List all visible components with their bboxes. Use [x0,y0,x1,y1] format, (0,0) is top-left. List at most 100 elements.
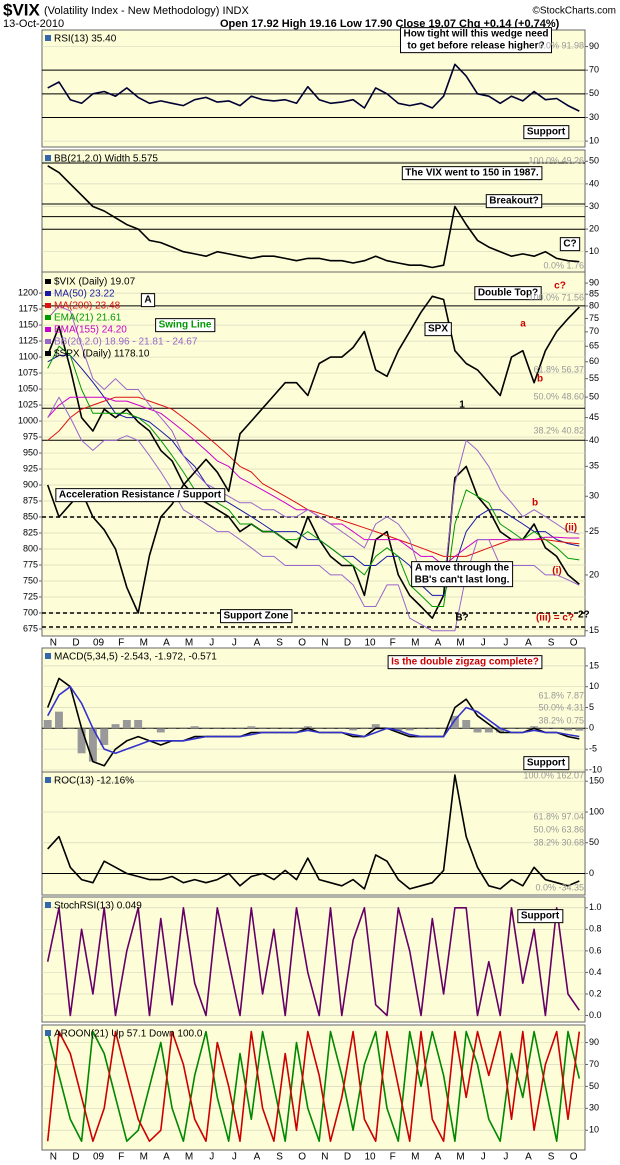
series-line [46,1030,581,1142]
x-tick-label: A [254,1152,261,1163]
y-tick-label: 70 [589,1059,599,1069]
histogram-bar [484,728,493,733]
annotation-text: 2? [578,610,590,621]
annotation: Support [517,909,564,924]
histogram-bar [360,728,369,729]
histogram-bar [269,728,278,729]
legend-entry: EMA(21) 21.61 [54,313,122,324]
histogram-bar [66,728,75,729]
panel-background [41,771,586,896]
y-tick-label: 925 [23,463,38,473]
y-tick-label: 800 [23,543,38,553]
legend-entry: MA(50) 23.22 [54,289,115,300]
annotation-text: a [520,319,526,330]
series-line [46,1030,581,1142]
histogram-bar [236,728,244,729]
histogram-bar [337,728,346,729]
x-tick-label: M [185,1152,193,1163]
annotation-box [523,125,570,140]
histogram-bar [111,724,120,729]
series-line [46,685,580,755]
y-tick-label: 0 [589,868,594,878]
histogram-bar [394,728,403,731]
y-tick-label: 1200 [18,287,38,297]
y-tick-label: 45 [589,412,599,422]
y-tick-label: 15 [589,660,599,670]
x-tick-label: O [570,1152,578,1163]
y-tick-label: 20 [589,569,599,579]
y-tick-label: 35 [589,461,599,471]
y-tick-label: 70 [589,65,599,75]
y-tick-label: 10 [589,246,599,256]
annotation-box [220,609,293,624]
x-tick-label: N [321,638,328,649]
x-tick-label: O [298,1152,306,1163]
series-line [47,774,580,890]
x-tick-label: 10 [365,1152,377,1163]
annotation: Support [523,125,570,140]
y-tick-label: 0.6 [589,945,602,955]
panel-title: ROC(13) -12.16% [54,776,134,787]
annotation-text: c? [554,281,566,292]
annotation-box [399,27,553,54]
y-tick-label: 90 [589,41,599,51]
annotation: 38.2% 0.75 [538,715,584,725]
annotation-text: 0.0% 1.76 [543,260,584,270]
x-tick-label: J [209,1152,214,1163]
histogram-bar [439,728,448,729]
histogram-bar [303,726,312,729]
y-tick-label: 40 [589,435,599,445]
title-icon [45,653,51,659]
histogram-bar [190,726,199,729]
y-tick-label: 30 [589,491,599,501]
annotation: 38.2% 30.68 [533,837,584,847]
x-tick-label: F [390,1152,396,1163]
histogram-bar [122,719,131,729]
annotation-text: 50.0% 48.60 [533,391,584,401]
y-tick-label: 30 [589,112,599,122]
y-tick-label: 10 [589,681,599,691]
histogram-bar [134,719,143,729]
y-tick-label: 0 [589,723,594,733]
title-icon [45,155,51,161]
annotation-text: b [532,498,538,509]
annotation-text: Acceleration Resistance / Support [59,490,222,501]
x-tick-label: O [298,638,306,649]
y-tick-label: 750 [23,575,38,585]
annotation-text: (ii) [565,523,577,534]
y-tick-label: 825 [23,527,38,537]
legend-entry: MA(200) 23.48 [54,301,121,312]
histogram-bar [349,728,358,731]
y-tick-label: -5 [589,743,597,753]
y-tick-label: 0.4 [589,967,602,977]
x-tick-label: M [140,1152,148,1163]
legend-entry: $SPX (Daily) 1178.10 [54,349,150,360]
histogram-bar [326,728,335,729]
annotation: 61.8% 56.37 [533,364,584,374]
y-tick-label: 10 [589,135,599,145]
legend-swatch [45,315,51,320]
series-line [47,63,580,112]
annotation-text: The VIX went to 150 in 1987. [405,168,539,179]
y-tick-label: 75 [589,313,599,323]
annotation-text: to get before release higher? [407,41,544,52]
histogram-bar [88,728,97,762]
annotation: 50.0% 48.60 [533,391,584,401]
y-tick-label: 25 [589,526,599,536]
x-tick-label: S [548,638,555,649]
y-tick-label: 50 [589,88,599,98]
annotation-text: 50.0% 4.31 [538,702,584,712]
series-line [46,907,580,1017]
x-tick-label: S [276,638,283,649]
histogram-bar [258,728,267,729]
y-tick-label: 0.2 [589,988,602,998]
y-tick-label: 1125 [19,335,38,345]
histogram-bar [145,728,154,729]
series-line [47,165,580,269]
title-icon [45,777,51,783]
annotation: 61.8% 7.87 [538,690,584,700]
x-tick-label: N [50,638,57,649]
y-tick-label: 85 [589,289,599,299]
series-line [47,396,580,557]
